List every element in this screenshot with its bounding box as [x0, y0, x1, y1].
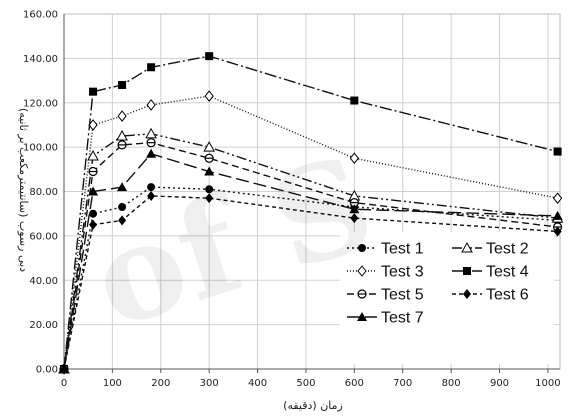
legend-item: Test 5	[347, 287, 424, 304]
legend-swatch-marker	[461, 241, 473, 253]
legend-swatch-marker	[357, 265, 367, 277]
data-point	[87, 149, 99, 161]
legend: Test 1 Test 2 Test 3 Test 4 Test 5 Test 6 Test…	[340, 232, 554, 364]
axes: 0.00 20.00 40.00 60.00 80.00 100.00 120.00 140.…	[23, 10, 561, 390]
x-tick-label: 500	[296, 378, 315, 389]
data-point	[553, 226, 562, 237]
x-tick-label: 600	[345, 378, 364, 389]
data-point	[204, 166, 215, 176]
legend-item: Test 3	[347, 264, 424, 281]
x-tick-label: 200	[151, 378, 170, 389]
legend-item: Test 6	[452, 287, 529, 304]
data-point	[204, 153, 214, 163]
data-point	[205, 193, 214, 204]
legend-item: Test 2	[452, 241, 529, 258]
x-tick-label: 300	[200, 378, 219, 389]
data-point	[349, 152, 359, 165]
y-tick-label: 120.00	[23, 98, 58, 109]
legend-label: Test 4	[486, 264, 529, 281]
legend-label: Test 6	[486, 287, 529, 304]
data-point	[118, 81, 127, 89]
y-tick-label: 140.00	[23, 54, 58, 65]
data-point	[205, 185, 214, 194]
data-point	[89, 209, 98, 218]
x-tick-label: 400	[248, 378, 267, 389]
data-point	[147, 190, 156, 201]
data-point	[204, 90, 214, 102]
y-tick-label: 80.00	[29, 187, 58, 198]
y-tick-label: 160.00	[23, 10, 58, 21]
data-point	[147, 63, 156, 72]
x-tick-label: 900	[490, 378, 509, 389]
x-tick-label: 700	[393, 378, 412, 389]
data-point	[147, 183, 156, 192]
series-test-7	[59, 148, 563, 373]
legend-item: Test 1	[347, 241, 424, 258]
data-point	[88, 186, 99, 196]
x-tick-label: 1000	[535, 378, 560, 389]
legend-label: Test 3	[381, 264, 424, 281]
legend-swatch-marker	[463, 267, 471, 275]
legend-swatch-marker	[463, 289, 471, 299]
series-test-2	[58, 127, 564, 374]
data-point	[552, 192, 563, 204]
data-point	[117, 110, 127, 122]
legend-label: Test 1	[381, 241, 424, 258]
data-point	[88, 166, 98, 177]
y-tick-label: 60.00	[29, 231, 58, 242]
data-point	[118, 203, 127, 212]
data-point	[205, 52, 214, 61]
y-tick-label: 20.00	[29, 320, 58, 331]
data-point	[552, 210, 563, 220]
y-tick-label: 40.00	[29, 276, 58, 287]
data-point	[118, 215, 127, 226]
legend-swatch-marker	[357, 312, 367, 321]
series-layer	[58, 52, 564, 375]
legend-label: Test 2	[486, 241, 529, 258]
legend-item: Test 4	[452, 264, 529, 281]
data-point	[146, 99, 156, 111]
data-point	[89, 87, 98, 96]
data-point	[145, 127, 157, 139]
legend-background	[340, 232, 554, 364]
data-point	[350, 213, 359, 224]
data-point	[553, 147, 562, 156]
data-point	[117, 182, 128, 192]
data-point	[117, 140, 127, 150]
y-axis-title: دبی رسوب (سانتیمترمکعب بر ثانیه)	[17, 108, 30, 272]
x-tick-label: 800	[442, 378, 461, 389]
x-tick-label: 0	[61, 378, 67, 389]
data-point	[350, 96, 359, 105]
y-tick-label: 100.00	[23, 143, 58, 154]
y-tick-label: 0.00	[36, 365, 58, 376]
legend-label: Test 5	[381, 287, 424, 304]
legend-swatch-marker	[358, 244, 366, 252]
x-tick-label: 100	[103, 378, 122, 389]
data-point	[146, 138, 156, 148]
legend-swatch-marker	[357, 289, 367, 299]
legend-item: Test 7	[347, 310, 424, 327]
data-point	[89, 219, 98, 230]
legend-label: Test 7	[381, 310, 424, 327]
x-axis-title: زمان (دقیقه)	[283, 399, 343, 412]
data-point	[349, 204, 360, 214]
data-point	[59, 364, 69, 373]
data-point	[116, 130, 128, 141]
data-point	[146, 148, 157, 158]
data-point	[203, 141, 216, 152]
